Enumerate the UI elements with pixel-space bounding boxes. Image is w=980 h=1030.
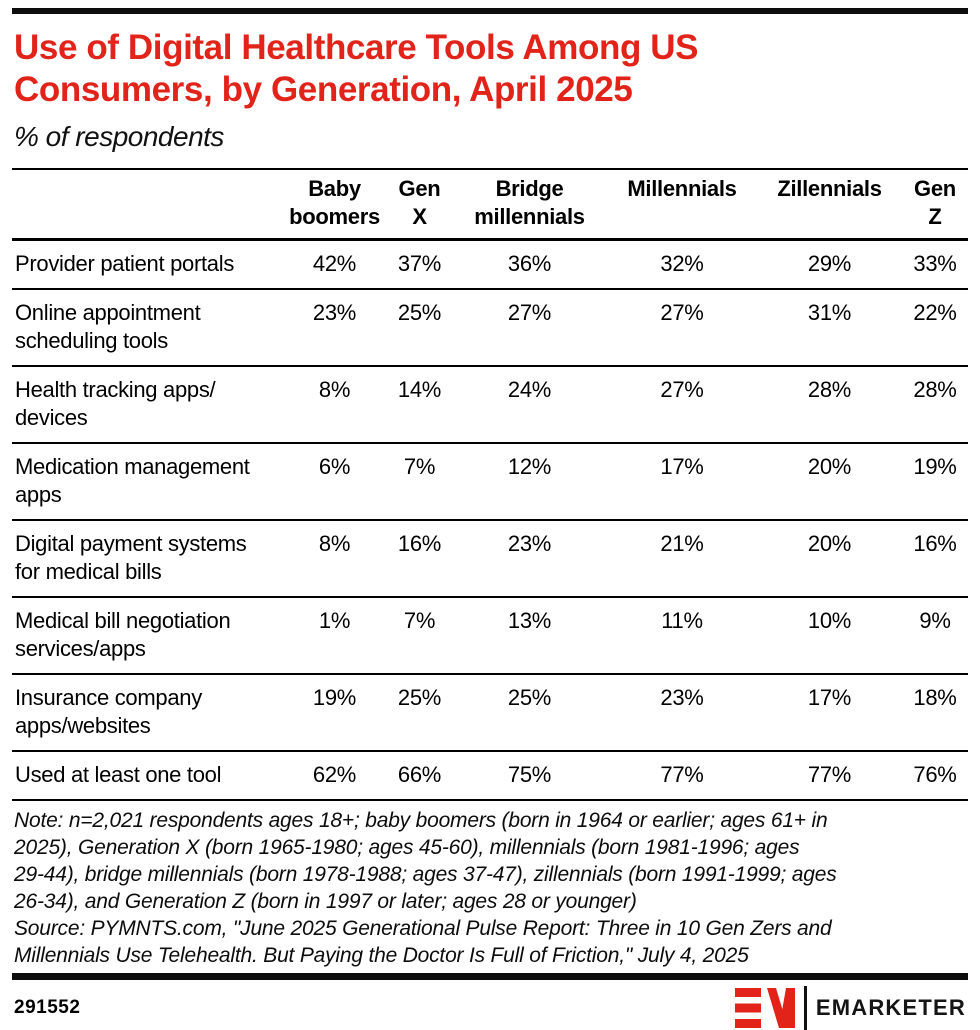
value-cell: 8% [282,520,387,598]
value-cell: 13% [452,597,607,675]
value-cell: 75% [452,751,607,801]
value-cell: 6% [282,443,387,521]
value-cell: 36% [452,239,607,290]
row-label: Medical bill negotiation services/apps [12,597,282,675]
row-label: Online appointment scheduling tools [12,289,282,367]
value-cell: 1% [282,597,387,675]
value-cell: 27% [607,289,757,367]
column-header: Millennials [607,168,757,241]
table-row: Digital payment systems for medical bill… [12,520,968,598]
value-cell: 9% [902,597,968,675]
value-cell: 28% [757,366,902,444]
row-label: Provider patient portals [12,239,282,290]
row-label: Health tracking apps/ devices [12,366,282,444]
value-cell: 66% [387,751,452,801]
value-cell: 21% [607,520,757,598]
value-cell: 33% [902,239,968,290]
value-cell: 7% [387,597,452,675]
value-cell: 16% [387,520,452,598]
value-cell: 23% [452,520,607,598]
top-divider-bar [12,8,968,14]
row-label: Insurance company apps/websites [12,674,282,752]
note-text: Note: n=2,021 respondents ages 18+; baby… [14,809,837,913]
data-table: Baby boomers Gen X Bridge millennials Mille… [12,168,968,801]
table-row: Provider patient portals 42% 37% 36% 32% 29% 3… [12,239,968,290]
value-cell: 8% [282,366,387,444]
value-cell: 32% [607,239,757,290]
value-cell: 7% [387,443,452,521]
header-row: Baby boomers Gen X Bridge millennials Mille… [12,168,968,241]
value-cell: 11% [607,597,757,675]
chart-title: Use of Digital Healthcare Tools Among US… [14,28,699,109]
value-cell: 27% [607,366,757,444]
column-header: Gen Z [902,168,968,241]
row-label: Medication management apps [12,443,282,521]
column-header: Zillennials [757,168,902,241]
emarketer-logo: EMARKETER [734,986,966,1030]
row-label: Digital payment systems for medical bill… [12,520,282,598]
bottom-divider-bar [12,973,968,980]
emarketer-wordmark: EMARKETER [815,995,966,1020]
chart-id: 291552 [14,997,81,1018]
column-header: Baby boomers [282,168,387,241]
value-cell: 27% [452,289,607,367]
source-text: Source: PYMNTS.com, "June 2025 Generatio… [14,917,832,967]
chart-subtitle: % of respondents [14,121,224,152]
value-cell: 17% [757,674,902,752]
value-cell: 18% [902,674,968,752]
value-cell: 12% [452,443,607,521]
table-row: Medication management apps 6% 7% 12% 17% 20% 1… [12,443,968,521]
table-row: Health tracking apps/ devices 8% 14% 24% 27%… [12,366,968,444]
value-cell: 20% [757,443,902,521]
value-cell: 17% [607,443,757,521]
value-cell: 23% [282,289,387,367]
value-cell: 37% [387,239,452,290]
value-cell: 16% [902,520,968,598]
value-cell: 22% [902,289,968,367]
value-cell: 76% [902,751,968,801]
value-cell: 77% [607,751,757,801]
value-cell: 42% [282,239,387,290]
logo-separator [803,986,807,1030]
value-cell: 19% [282,674,387,752]
footer: 291552 EMARKETER [14,986,966,1030]
value-cell: 25% [387,674,452,752]
value-cell: 28% [902,366,968,444]
em-monogram-icon [734,988,795,1028]
table-row: Insurance company apps/websites 19% 25% 25%… [12,674,968,752]
value-cell: 10% [757,597,902,675]
value-cell: 20% [757,520,902,598]
corner-cell [12,168,282,241]
value-cell: 24% [452,366,607,444]
value-cell: 62% [282,751,387,801]
table-row: Online appointment scheduling tools 23% 25… [12,289,968,367]
value-cell: 14% [387,366,452,444]
value-cell: 23% [607,674,757,752]
value-cell: 19% [902,443,968,521]
table-row: Used at least one tool 62% 66% 75% 77% 77% 76% [12,751,968,801]
table-row: Medical bill negotiation services/apps 1%… [12,597,968,675]
value-cell: 31% [757,289,902,367]
value-cell: 25% [452,674,607,752]
row-label: Used at least one tool [12,751,282,801]
column-header: Bridge millennials [452,168,607,241]
value-cell: 29% [757,239,902,290]
column-header: Gen X [387,168,452,241]
value-cell: 25% [387,289,452,367]
value-cell: 77% [757,751,902,801]
